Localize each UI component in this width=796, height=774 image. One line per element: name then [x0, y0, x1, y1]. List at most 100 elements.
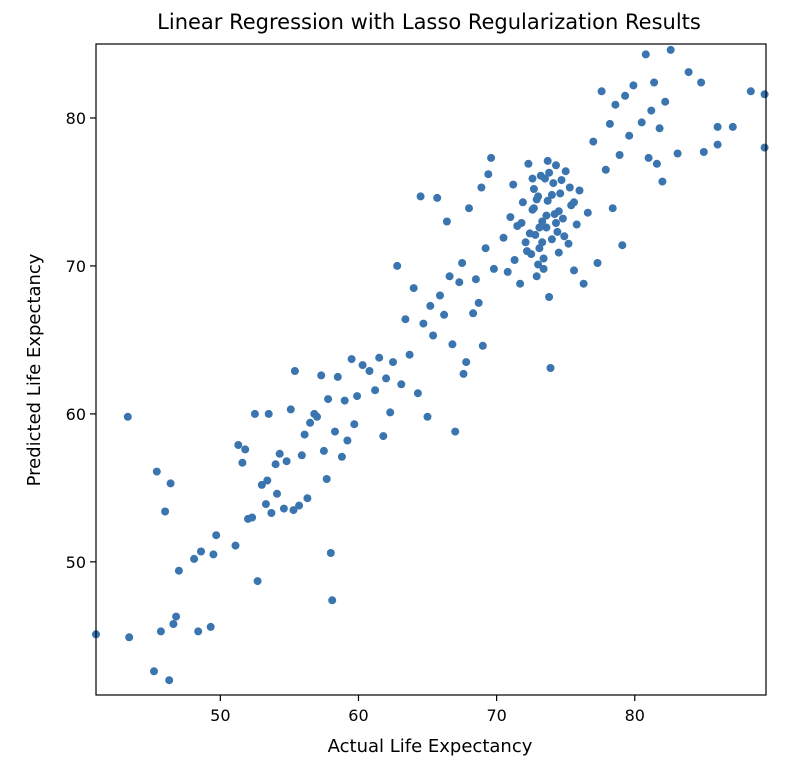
data-point: [474, 298, 483, 307]
data-points: [92, 45, 769, 685]
data-point: [169, 620, 178, 628]
data-point: [532, 195, 541, 204]
data-point: [503, 267, 512, 276]
data-point: [477, 183, 486, 192]
data-point: [337, 452, 346, 461]
data-point: [621, 91, 630, 100]
data-point: [546, 364, 555, 372]
data-point: [487, 153, 496, 162]
data-point: [295, 501, 304, 510]
data-point: [409, 284, 418, 293]
data-point: [560, 232, 569, 241]
data-point: [267, 509, 276, 517]
data-point: [579, 279, 588, 288]
data-point: [760, 90, 769, 99]
data-point: [275, 449, 284, 458]
data-point: [297, 451, 306, 460]
data-point: [647, 106, 656, 115]
data-point: [652, 159, 661, 168]
data-point: [319, 446, 328, 455]
data-point: [322, 475, 331, 483]
data-point: [231, 541, 240, 550]
data-point: [459, 369, 468, 378]
data-point: [532, 272, 541, 281]
data-point: [429, 331, 438, 340]
data-point: [523, 247, 531, 256]
y-axis-ticks: 50 60 70 80: [66, 109, 96, 572]
data-point: [547, 235, 556, 244]
data-point: [248, 513, 257, 522]
data-point: [554, 207, 563, 216]
data-point: [629, 81, 638, 90]
data-point: [575, 186, 584, 195]
data-point: [557, 176, 566, 185]
data-point: [535, 223, 544, 232]
data-point: [433, 193, 442, 202]
data-point: [525, 229, 534, 238]
data-point: [150, 667, 158, 676]
data-point: [250, 409, 259, 418]
data-point: [317, 371, 326, 380]
data-point: [539, 264, 548, 273]
data-point: [442, 217, 451, 226]
data-point: [556, 189, 565, 198]
data-point: [542, 211, 551, 220]
data-point: [644, 153, 653, 162]
data-point: [516, 279, 525, 288]
data-point: [565, 183, 574, 192]
data-point: [699, 148, 708, 156]
data-point: [684, 68, 693, 77]
data-point: [382, 374, 391, 383]
data-point: [666, 45, 675, 54]
data-point: [478, 341, 487, 350]
data-point: [161, 507, 170, 516]
chart-title: Linear Regression with Lasso Regularizat…: [157, 10, 701, 34]
data-point: [605, 119, 614, 128]
data-point: [697, 78, 706, 87]
data-point: [655, 124, 664, 133]
data-point: [426, 301, 435, 310]
data-point: [257, 480, 266, 489]
y-tick-label: 60: [66, 405, 86, 424]
data-point: [209, 550, 218, 559]
data-point: [543, 156, 552, 165]
data-point: [279, 504, 288, 513]
data-point: [386, 408, 395, 417]
data-point: [561, 167, 570, 176]
data-point: [465, 204, 473, 213]
data-point: [416, 192, 425, 201]
data-point: [462, 358, 471, 367]
data-point: [206, 622, 215, 631]
data-point: [471, 275, 480, 284]
plot-frame: [95, 43, 767, 696]
data-point: [661, 97, 670, 106]
data-point: [570, 266, 578, 275]
data-point: [286, 405, 295, 414]
data-point: [234, 441, 243, 449]
data-point: [324, 395, 333, 404]
data-point: [436, 291, 444, 300]
data-point: [673, 149, 682, 158]
x-tick-label: 70: [486, 706, 506, 725]
data-point: [448, 340, 457, 349]
data-point: [306, 418, 315, 427]
data-point: [273, 489, 281, 498]
data-point: [538, 238, 547, 247]
data-point: [760, 143, 769, 152]
data-point: [570, 198, 578, 207]
data-point: [445, 272, 454, 281]
x-axis-label: Actual Life Expectancy: [328, 736, 533, 757]
data-point: [358, 361, 367, 370]
x-tick-label: 60: [348, 706, 368, 725]
data-point: [545, 168, 554, 177]
data-point: [238, 458, 247, 467]
data-point: [389, 358, 397, 367]
data-point: [746, 87, 755, 96]
data-point: [509, 180, 518, 189]
y-tick-label: 50: [66, 553, 86, 572]
data-point: [489, 264, 498, 273]
data-point: [212, 531, 221, 540]
data-point: [253, 577, 262, 586]
data-point: [549, 179, 558, 188]
data-point: [365, 367, 374, 375]
